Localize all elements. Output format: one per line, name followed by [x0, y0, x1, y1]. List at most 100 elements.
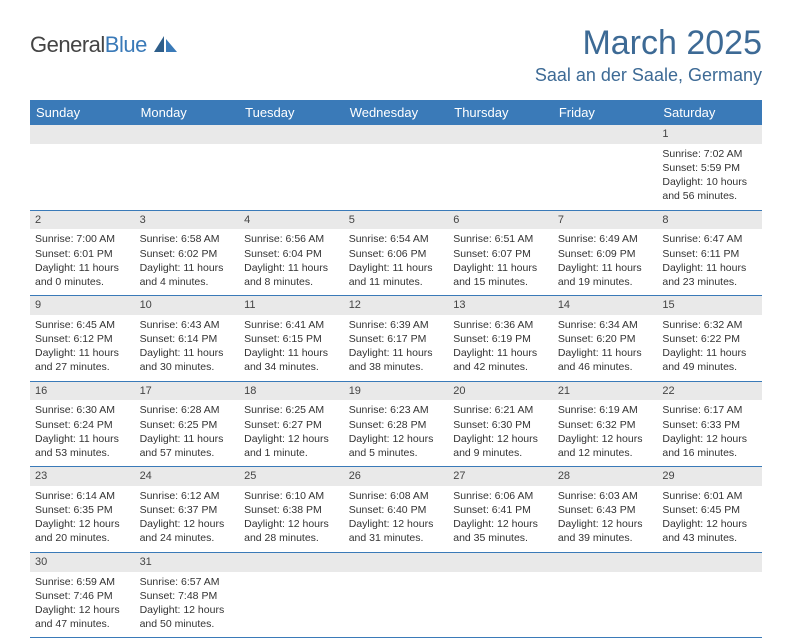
sunset: Sunset: 7:48 PM: [140, 589, 235, 603]
day-cell: Sunrise: 6:47 AMSunset: 6:11 PMDaylight:…: [657, 229, 762, 295]
day-cell: Sunrise: 6:21 AMSunset: 6:30 PMDaylight:…: [448, 400, 553, 466]
sunset: Sunset: 6:45 PM: [662, 503, 757, 517]
sail-icon: [151, 34, 181, 56]
daynum-row: 3031: [30, 552, 762, 571]
sunset: Sunset: 6:01 PM: [35, 247, 130, 261]
daylight-2: and 8 minutes.: [244, 275, 339, 289]
week-row: Sunrise: 6:30 AMSunset: 6:24 PMDaylight:…: [30, 400, 762, 466]
daylight-2: and 56 minutes.: [662, 189, 757, 203]
daylight-2: and 24 minutes.: [140, 531, 235, 545]
daylight-1: Daylight: 11 hours: [349, 346, 444, 360]
sunrise: Sunrise: 6:54 AM: [349, 232, 444, 246]
sunrise: Sunrise: 6:59 AM: [35, 575, 130, 589]
sunset: Sunset: 6:38 PM: [244, 503, 339, 517]
sunrise: Sunrise: 6:03 AM: [558, 489, 653, 503]
sunset: Sunset: 6:27 PM: [244, 418, 339, 432]
sunset: Sunset: 6:02 PM: [140, 247, 235, 261]
daylight-1: Daylight: 11 hours: [558, 346, 653, 360]
day-cell: Sunrise: 6:49 AMSunset: 6:09 PMDaylight:…: [553, 229, 658, 295]
daylight-2: and 20 minutes.: [35, 531, 130, 545]
sunrise: Sunrise: 6:25 AM: [244, 403, 339, 417]
day-number: 19: [344, 381, 449, 400]
sunrise: Sunrise: 6:17 AM: [662, 403, 757, 417]
day-number: [135, 125, 240, 144]
day-number: 15: [657, 296, 762, 315]
day-cell: Sunrise: 6:57 AMSunset: 7:48 PMDaylight:…: [135, 572, 240, 638]
header: GeneralBlue March 2025 Saal an der Saale…: [30, 24, 762, 86]
day-number: 27: [448, 467, 553, 486]
sunrise: Sunrise: 6:08 AM: [349, 489, 444, 503]
week-row: Sunrise: 6:14 AMSunset: 6:35 PMDaylight:…: [30, 486, 762, 552]
sunset: Sunset: 6:22 PM: [662, 332, 757, 346]
daylight-1: Daylight: 10 hours: [662, 175, 757, 189]
daylight-1: Daylight: 12 hours: [140, 603, 235, 617]
day-cell: Sunrise: 6:08 AMSunset: 6:40 PMDaylight:…: [344, 486, 449, 552]
sunset: Sunset: 6:14 PM: [140, 332, 235, 346]
day-number: 3: [135, 210, 240, 229]
daylight-2: and 31 minutes.: [349, 531, 444, 545]
sunrise: Sunrise: 6:28 AM: [140, 403, 235, 417]
day-cell: [30, 144, 135, 210]
day-cell: Sunrise: 6:34 AMSunset: 6:20 PMDaylight:…: [553, 315, 658, 381]
sunset: Sunset: 6:30 PM: [453, 418, 548, 432]
sunrise: Sunrise: 6:45 AM: [35, 318, 130, 332]
sunset: Sunset: 6:43 PM: [558, 503, 653, 517]
daylight-1: Daylight: 11 hours: [140, 432, 235, 446]
day-cell: [344, 144, 449, 210]
daylight-1: Daylight: 11 hours: [140, 346, 235, 360]
day-cell: [553, 144, 658, 210]
day-number: [344, 125, 449, 144]
daylight-1: Daylight: 12 hours: [349, 432, 444, 446]
sunset: Sunset: 6:09 PM: [558, 247, 653, 261]
sunset: Sunset: 6:15 PM: [244, 332, 339, 346]
daylight-1: Daylight: 11 hours: [244, 346, 339, 360]
day-cell: Sunrise: 6:06 AMSunset: 6:41 PMDaylight:…: [448, 486, 553, 552]
daylight-2: and 5 minutes.: [349, 446, 444, 460]
day-number: 29: [657, 467, 762, 486]
sunrise: Sunrise: 6:41 AM: [244, 318, 339, 332]
sunrise: Sunrise: 6:56 AM: [244, 232, 339, 246]
day-cell: [239, 144, 344, 210]
daylight-2: and 30 minutes.: [140, 360, 235, 374]
sunrise: Sunrise: 6:57 AM: [140, 575, 235, 589]
daylight-1: Daylight: 12 hours: [558, 517, 653, 531]
sunset: Sunset: 6:40 PM: [349, 503, 444, 517]
daylight-1: Daylight: 11 hours: [453, 346, 548, 360]
sunset: Sunset: 6:24 PM: [35, 418, 130, 432]
sunrise: Sunrise: 6:34 AM: [558, 318, 653, 332]
day-cell: Sunrise: 6:23 AMSunset: 6:28 PMDaylight:…: [344, 400, 449, 466]
daylight-1: Daylight: 11 hours: [35, 346, 130, 360]
daylight-2: and 15 minutes.: [453, 275, 548, 289]
day-cell: Sunrise: 6:36 AMSunset: 6:19 PMDaylight:…: [448, 315, 553, 381]
sunset: Sunset: 5:59 PM: [662, 161, 757, 175]
day-number: 28: [553, 467, 658, 486]
sunrise: Sunrise: 6:39 AM: [349, 318, 444, 332]
week-row: Sunrise: 6:45 AMSunset: 6:12 PMDaylight:…: [30, 315, 762, 381]
day-header-row: Sunday Monday Tuesday Wednesday Thursday…: [30, 100, 762, 125]
dayhead-sat: Saturday: [657, 100, 762, 125]
sunrise: Sunrise: 6:32 AM: [662, 318, 757, 332]
day-number: 17: [135, 381, 240, 400]
sunset: Sunset: 6:33 PM: [662, 418, 757, 432]
daylight-2: and 43 minutes.: [662, 531, 757, 545]
day-cell: [239, 572, 344, 638]
day-cell: Sunrise: 6:12 AMSunset: 6:37 PMDaylight:…: [135, 486, 240, 552]
sunset: Sunset: 6:32 PM: [558, 418, 653, 432]
day-number: 30: [30, 552, 135, 571]
daylight-2: and 50 minutes.: [140, 617, 235, 631]
day-number: 25: [239, 467, 344, 486]
day-number: 16: [30, 381, 135, 400]
day-cell: Sunrise: 6:01 AMSunset: 6:45 PMDaylight:…: [657, 486, 762, 552]
daylight-1: Daylight: 12 hours: [244, 432, 339, 446]
day-number: [30, 125, 135, 144]
day-cell: Sunrise: 6:59 AMSunset: 7:46 PMDaylight:…: [30, 572, 135, 638]
sunset: Sunset: 6:25 PM: [140, 418, 235, 432]
daylight-2: and 23 minutes.: [662, 275, 757, 289]
sunset: Sunset: 6:35 PM: [35, 503, 130, 517]
sunrise: Sunrise: 6:51 AM: [453, 232, 548, 246]
sunrise: Sunrise: 6:01 AM: [662, 489, 757, 503]
daylight-2: and 42 minutes.: [453, 360, 548, 374]
day-cell: Sunrise: 6:25 AMSunset: 6:27 PMDaylight:…: [239, 400, 344, 466]
sunrise: Sunrise: 6:10 AM: [244, 489, 339, 503]
sunset: Sunset: 6:12 PM: [35, 332, 130, 346]
